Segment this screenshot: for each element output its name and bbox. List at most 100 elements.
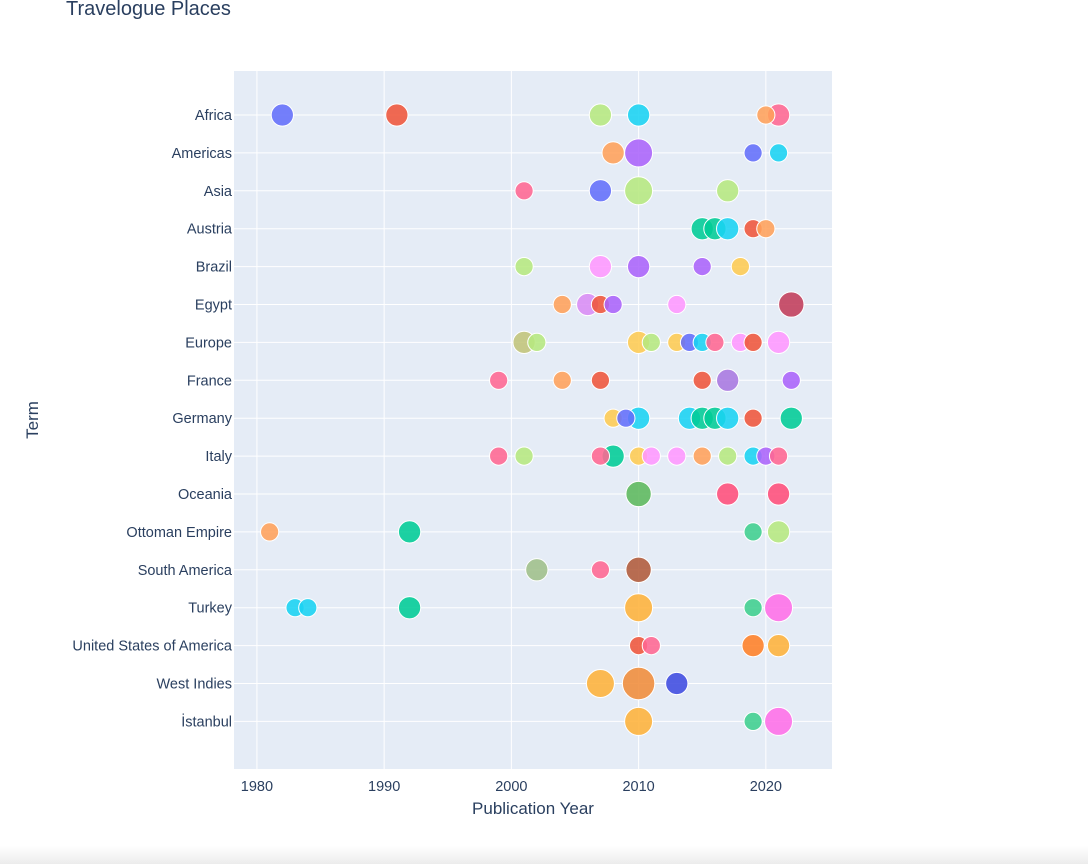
y-tick-label: Egypt xyxy=(195,298,232,314)
data-point xyxy=(552,370,572,390)
data-point xyxy=(590,446,611,466)
data-point xyxy=(779,406,803,430)
data-point xyxy=(625,480,652,508)
data-point xyxy=(667,294,687,315)
data-point xyxy=(667,446,687,466)
data-point xyxy=(588,254,613,279)
y-tick-label: Ottoman Empire xyxy=(126,525,232,541)
data-point xyxy=(603,294,623,315)
y-tick-label: Africa xyxy=(195,108,233,124)
data-point xyxy=(616,408,636,428)
y-tick-label: West Indies xyxy=(157,677,233,693)
y-tick-label: France xyxy=(187,373,232,389)
data-point xyxy=(514,446,534,466)
data-point xyxy=(552,294,572,315)
data-point xyxy=(525,558,549,582)
data-point xyxy=(705,332,725,352)
data-point xyxy=(778,291,805,318)
y-tick-label: Europe xyxy=(185,335,232,351)
data-point xyxy=(397,520,422,544)
chart-title: Travelogue Places xyxy=(66,0,231,20)
data-point xyxy=(514,257,534,277)
x-tick-labels: 1980 1990 2000 2010 2020 xyxy=(241,779,782,795)
data-point xyxy=(716,406,740,430)
data-point xyxy=(741,633,765,658)
data-point xyxy=(768,143,789,163)
x-tick-label: 2010 xyxy=(622,779,654,795)
x-tick-label: 2000 xyxy=(495,779,527,795)
data-point xyxy=(743,598,763,618)
y-axis-title: Term xyxy=(23,401,42,439)
data-point xyxy=(756,105,776,125)
y-tick-label: Americas xyxy=(172,146,232,162)
data-point xyxy=(766,330,791,355)
data-point xyxy=(764,706,794,736)
x-tick-label: 1980 xyxy=(241,779,273,795)
data-point xyxy=(692,370,712,390)
data-point xyxy=(385,103,409,127)
y-tick-label: Turkey xyxy=(188,601,233,617)
x-tick-label: 2020 xyxy=(750,779,782,795)
data-point xyxy=(621,666,656,701)
data-point xyxy=(641,446,661,466)
y-tick-labels: Africa Americas Asia Austria Brazil Egypt Euro… xyxy=(72,108,233,730)
data-point xyxy=(641,636,661,656)
data-point xyxy=(626,103,651,127)
data-point xyxy=(718,446,738,466)
data-point xyxy=(641,332,661,352)
data-point xyxy=(665,671,689,696)
data-point xyxy=(260,522,280,542)
data-point xyxy=(766,520,791,544)
data-point xyxy=(270,103,294,127)
data-point xyxy=(489,446,509,466)
data-point xyxy=(590,370,611,390)
data-point xyxy=(716,217,740,241)
data-point xyxy=(781,370,801,390)
data-point xyxy=(624,176,654,206)
data-point xyxy=(692,446,712,466)
y-tick-label: United States of America xyxy=(72,639,233,655)
y-tick-label: Oceania xyxy=(178,487,233,503)
data-point xyxy=(716,179,740,203)
y-tick-label: Asia xyxy=(204,184,233,200)
data-point xyxy=(730,257,750,277)
data-point xyxy=(768,446,789,466)
data-point xyxy=(743,143,763,163)
data-point xyxy=(626,254,651,279)
window-bottom-edge xyxy=(0,846,1088,864)
data-point xyxy=(766,633,791,658)
y-tick-label: South America xyxy=(138,563,233,579)
plot-area xyxy=(234,71,832,769)
data-point xyxy=(756,219,776,239)
x-tick-label: 1990 xyxy=(368,779,400,795)
y-tick-label: Italy xyxy=(205,449,232,465)
data-point xyxy=(624,593,654,623)
x-axis-title: Publication Year xyxy=(472,799,594,818)
data-point xyxy=(527,332,547,352)
data-point xyxy=(743,522,763,542)
data-points xyxy=(260,103,805,736)
data-point xyxy=(716,368,740,392)
data-point xyxy=(766,482,791,506)
data-point xyxy=(590,560,611,580)
data-point xyxy=(743,408,763,428)
data-point xyxy=(764,593,794,623)
data-point xyxy=(489,370,509,390)
data-point xyxy=(716,482,740,506)
y-tick-label: Germany xyxy=(172,411,232,427)
data-point xyxy=(588,103,613,127)
data-point xyxy=(624,138,654,168)
data-point xyxy=(601,141,625,165)
data-point xyxy=(514,181,534,201)
data-point xyxy=(397,596,422,620)
data-point xyxy=(298,598,318,618)
data-point xyxy=(743,711,763,732)
y-tick-label: İstanbul xyxy=(181,712,232,730)
y-tick-label: Austria xyxy=(187,222,233,238)
data-point xyxy=(624,706,654,736)
data-point xyxy=(743,332,763,352)
data-point xyxy=(585,669,615,698)
data-point xyxy=(692,257,712,277)
data-point xyxy=(588,179,613,203)
